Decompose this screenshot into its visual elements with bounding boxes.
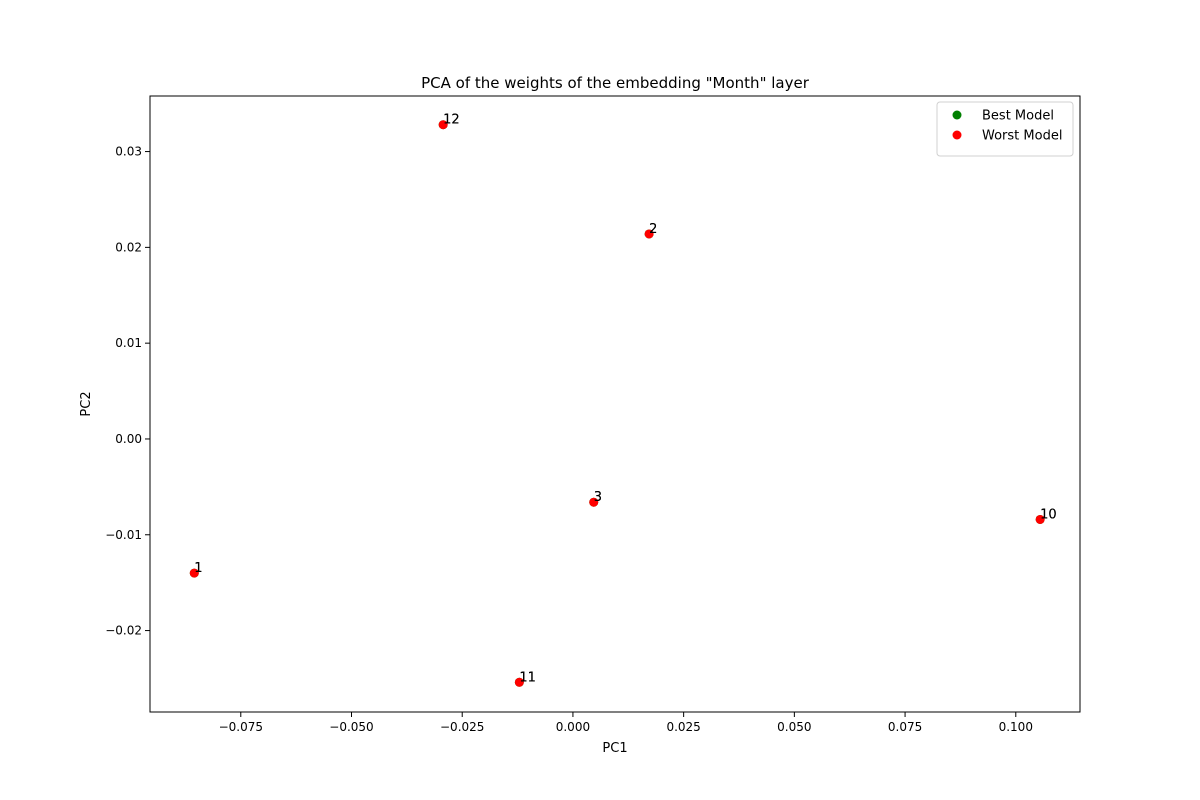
scatter-point: [644, 229, 654, 239]
x-tick-label: −0.025: [440, 720, 484, 734]
y-tick-label: 0.03: [115, 145, 142, 159]
x-axis-ticks: −0.075 −0.050 −0.025 0.000 0.025 0.050 0.075 0.…: [219, 712, 1033, 734]
scatter-point: [1035, 514, 1045, 524]
x-tick-label: 0.025: [666, 720, 700, 734]
y-axis-label: PC2: [79, 391, 94, 416]
scatter-point: [589, 497, 599, 507]
legend: Best Model Worst Model: [936, 101, 1074, 157]
x-tick-label: −0.050: [329, 720, 373, 734]
point-label: 10: [1040, 507, 1057, 522]
y-tick-label: −0.01: [105, 528, 142, 542]
chart-title: PCA of the weights of the embedding "Mon…: [421, 74, 810, 92]
point-label: 3: [594, 490, 602, 505]
point-label: 3: [594, 490, 602, 505]
scatter-point: [189, 568, 199, 578]
y-tick-label: 0.00: [115, 432, 142, 446]
legend-marker: [952, 130, 962, 140]
point-label: 1: [194, 561, 202, 576]
x-tick-label: −0.075: [219, 720, 263, 734]
point-label: 11: [519, 670, 536, 685]
point-label: 10: [1040, 507, 1057, 522]
plot-area-frame: [149, 95, 1081, 713]
scatter-point: [438, 120, 448, 130]
y-tick-label: −0.02: [105, 624, 142, 638]
legend-marker: [952, 110, 962, 120]
point-label: 11: [519, 670, 536, 685]
y-tick-label: 0.02: [115, 240, 142, 254]
legend-entry: Worst Model: [982, 129, 1062, 144]
x-tick-label: 0.075: [888, 720, 922, 734]
scatter-point: [514, 677, 524, 687]
legend-entry: Best Model: [982, 109, 1054, 124]
point-label: 12: [443, 113, 460, 128]
legend-frame: [936, 101, 1074, 157]
data-points: [189, 120, 1045, 687]
point-label: 2: [649, 222, 657, 237]
point-label: 2: [649, 222, 657, 237]
x-tick-label: 0.000: [556, 720, 590, 734]
x-tick-label: 0.100: [999, 720, 1033, 734]
x-axis-label: PC1: [602, 741, 627, 756]
y-axis-ticks: −0.02 −0.01 0.00 0.01 0.02 0.03: [105, 145, 150, 638]
point-label: 12: [443, 113, 460, 128]
point-label: 1: [194, 561, 202, 576]
y-tick-label: 0.01: [115, 336, 142, 350]
x-tick-label: 0.050: [777, 720, 811, 734]
